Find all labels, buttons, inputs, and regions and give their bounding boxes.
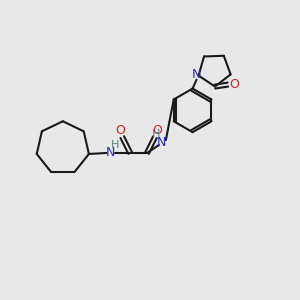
Text: N: N <box>157 136 167 148</box>
Text: H: H <box>111 140 119 150</box>
Text: O: O <box>229 78 239 91</box>
Text: O: O <box>152 124 162 137</box>
Text: O: O <box>115 124 125 137</box>
Text: N: N <box>192 68 201 81</box>
Text: N: N <box>106 146 115 160</box>
Text: H: H <box>152 129 160 139</box>
